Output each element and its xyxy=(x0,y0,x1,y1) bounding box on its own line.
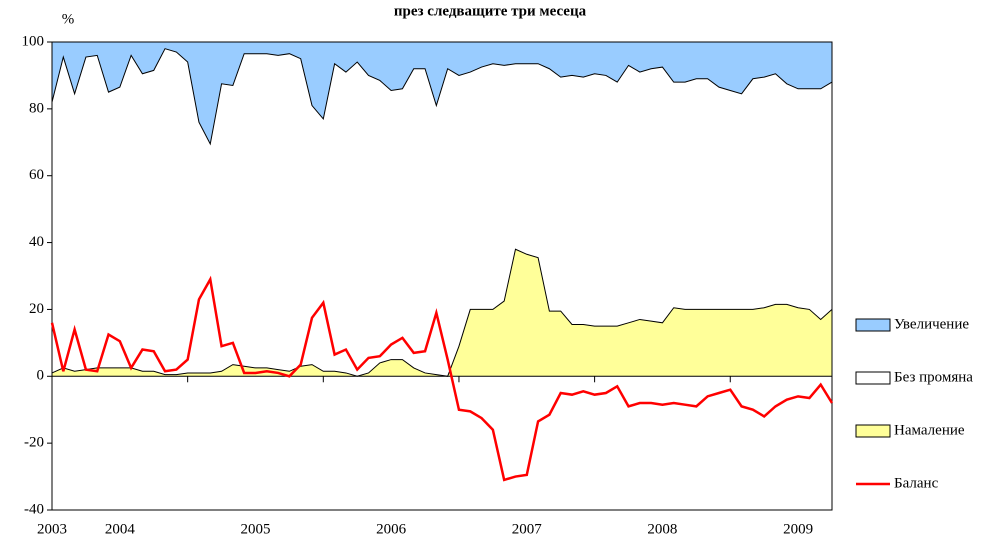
x-tick-label: 2008 xyxy=(647,521,677,537)
y-tick-label: -40 xyxy=(24,501,44,517)
y-tick-label: 20 xyxy=(29,301,44,317)
area-outline xyxy=(51,48,833,146)
legend-swatch xyxy=(855,424,891,438)
x-tick-label: 2007 xyxy=(512,521,543,537)
y-tick-label: 100 xyxy=(22,33,45,49)
legend-label: Увеличение xyxy=(894,316,969,332)
legend-label: Намаление xyxy=(894,422,965,438)
y-tick-label: 0 xyxy=(37,368,45,384)
x-tick-label: 2009 xyxy=(783,521,813,537)
area-fill xyxy=(52,42,832,144)
chart-title: през следващите три месеца xyxy=(394,3,587,19)
legend-swatch xyxy=(855,371,891,385)
y-tick-label: 80 xyxy=(29,100,44,116)
x-tick-label: 2005 xyxy=(240,521,270,537)
area-outline xyxy=(51,248,833,377)
x-tick-label: 2003 xyxy=(37,521,67,537)
x-tick-label: 2006 xyxy=(376,521,407,537)
line xyxy=(50,275,834,482)
y-tick-label: -20 xyxy=(24,435,44,451)
area-fill xyxy=(52,249,832,377)
x-tick-label: 2004 xyxy=(105,521,136,537)
legend-label: Баланс xyxy=(894,475,939,491)
plot-frame xyxy=(51,41,833,511)
legend-swatch xyxy=(855,318,891,332)
y-tick-label: 40 xyxy=(29,234,44,250)
y-axis-label: % xyxy=(62,11,75,27)
area-fill xyxy=(52,48,832,377)
y-tick-label: 60 xyxy=(29,167,44,183)
legend-label: Без промяна xyxy=(894,369,973,385)
